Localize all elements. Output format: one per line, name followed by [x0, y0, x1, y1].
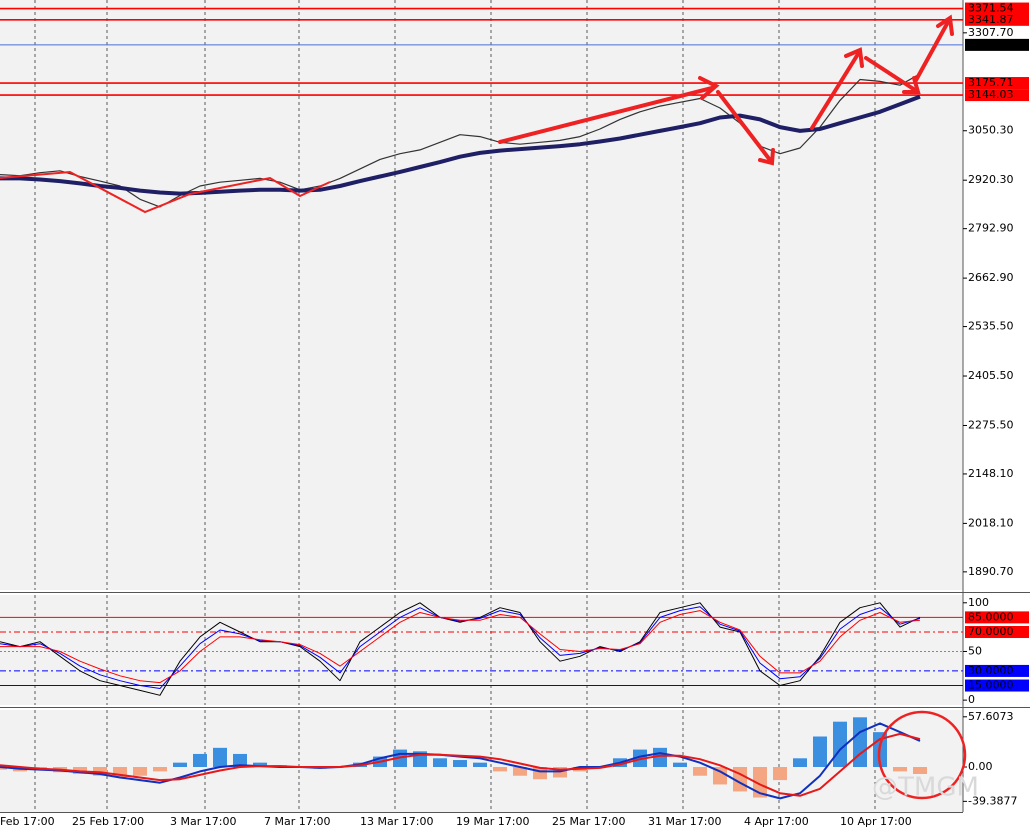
- histogram-bar: [753, 767, 767, 798]
- level-label-box: [965, 611, 1029, 624]
- x-tick-label: 25 Mar 17:00: [552, 815, 625, 828]
- level-label-box: [965, 89, 1029, 102]
- level-label: 3341.87: [968, 13, 1014, 26]
- histogram-bar: [113, 767, 127, 778]
- x-tick-label: Feb 17:00: [0, 815, 55, 828]
- arrow-head: [698, 76, 720, 100]
- arrow-head: [844, 47, 864, 68]
- histogram-bar: [693, 767, 707, 776]
- series-line: [0, 606, 921, 689]
- y-tick-label: 57.6073: [968, 710, 1014, 723]
- histogram-bar: [773, 767, 787, 781]
- histogram-bar: [673, 762, 687, 768]
- histogram-bar: [493, 767, 507, 772]
- x-tick-label: 19 Mar 17:00: [456, 815, 529, 828]
- arrow: [913, 20, 950, 84]
- level-label: 30.0000: [968, 664, 1014, 677]
- arrow: [810, 52, 860, 130]
- y-tick-label: -39.3877: [968, 794, 1017, 807]
- zigzag: [0, 170, 331, 214]
- level-label-box: [965, 664, 1029, 677]
- histogram-bar: [793, 758, 807, 768]
- y-tick-label: 3050.30: [968, 124, 1014, 137]
- series-line: [0, 73, 921, 208]
- level-label-box: [965, 38, 1029, 51]
- series-line: [0, 732, 921, 797]
- series-line: [0, 610, 921, 684]
- y-tick-label: 2018.10: [968, 516, 1014, 529]
- histogram-bar: [233, 753, 247, 768]
- level-label-box: [965, 2, 1029, 15]
- y-tick-label: 2920.30: [968, 173, 1014, 186]
- histogram-bar: [133, 767, 147, 776]
- y-tick-label: 2275.50: [968, 418, 1014, 431]
- histogram-bar: [193, 753, 207, 768]
- arrow: [716, 90, 772, 162]
- level-label-box: [965, 625, 1029, 638]
- arrow-head: [936, 14, 954, 36]
- histogram-bar: [213, 747, 227, 768]
- level-label-box: [965, 679, 1029, 692]
- histogram-bar: [453, 760, 467, 768]
- x-tick-label: 25 Feb 17:00: [72, 815, 144, 828]
- level-label-box: [965, 77, 1029, 90]
- y-tick-label: 0: [968, 693, 975, 706]
- histogram-bar: [473, 762, 487, 768]
- level-label-box: [965, 13, 1029, 26]
- histogram-bar: [253, 762, 267, 768]
- arrows: [498, 14, 954, 166]
- highlight-circle: [877, 710, 967, 800]
- histogram-bar: [433, 758, 447, 768]
- level-label: 3371.54: [968, 2, 1014, 15]
- x-tick-label: 4 Apr 17:00: [744, 815, 809, 828]
- arrow: [498, 86, 714, 144]
- histogram-bar: [913, 767, 927, 774]
- histogram-bar: [813, 736, 827, 768]
- x-tick-label: 10 Apr 17:00: [840, 815, 912, 828]
- y-tick-label: 2535.50: [968, 320, 1014, 333]
- level-label: 85.0000: [968, 610, 1014, 623]
- x-tick-label: 3 Mar 17:00: [170, 815, 236, 828]
- level-label: 3276.02: [968, 38, 1014, 51]
- histogram-bar: [0, 767, 7, 770]
- level-label: 70.0000: [968, 625, 1014, 638]
- series-line: [0, 602, 921, 696]
- x-tick-label: 31 Mar 17:00: [648, 815, 721, 828]
- histogram-bar: [173, 762, 187, 768]
- oscillator-panel: [0, 595, 963, 705]
- level-label: 3175.71: [968, 76, 1014, 89]
- series-line: [0, 94, 921, 196]
- histogram-bar: [893, 767, 907, 772]
- level-label: 15.0000: [968, 679, 1014, 692]
- y-tick-label: 0.00: [968, 760, 993, 773]
- level-label: 3144.03: [968, 88, 1014, 101]
- histogram-bar: [513, 767, 527, 776]
- y-tick-label: 3307.70: [968, 26, 1014, 39]
- arrow-head: [758, 148, 775, 166]
- histogram-bar: [853, 717, 867, 768]
- y-tick-label: 50: [968, 644, 982, 657]
- y-tick-label: 100: [968, 596, 989, 609]
- main-panel: [0, 0, 963, 590]
- histogram-bar: [653, 747, 667, 768]
- y-tick-label: 2792.90: [968, 222, 1014, 235]
- y-tick-label: 2148.10: [968, 467, 1014, 480]
- histogram-bar: [153, 767, 167, 772]
- y-tick-label: 2405.50: [968, 369, 1014, 382]
- arrow: [864, 56, 917, 92]
- watermark: @TMGM: [872, 773, 979, 803]
- y-tick-label: 1890.70: [968, 565, 1014, 578]
- y-tick-label: 2662.90: [968, 271, 1014, 284]
- x-tick-label: 7 Mar 17:00: [264, 815, 330, 828]
- histogram-bar: [713, 767, 727, 785]
- x-tick-label: 13 Mar 17:00: [360, 815, 433, 828]
